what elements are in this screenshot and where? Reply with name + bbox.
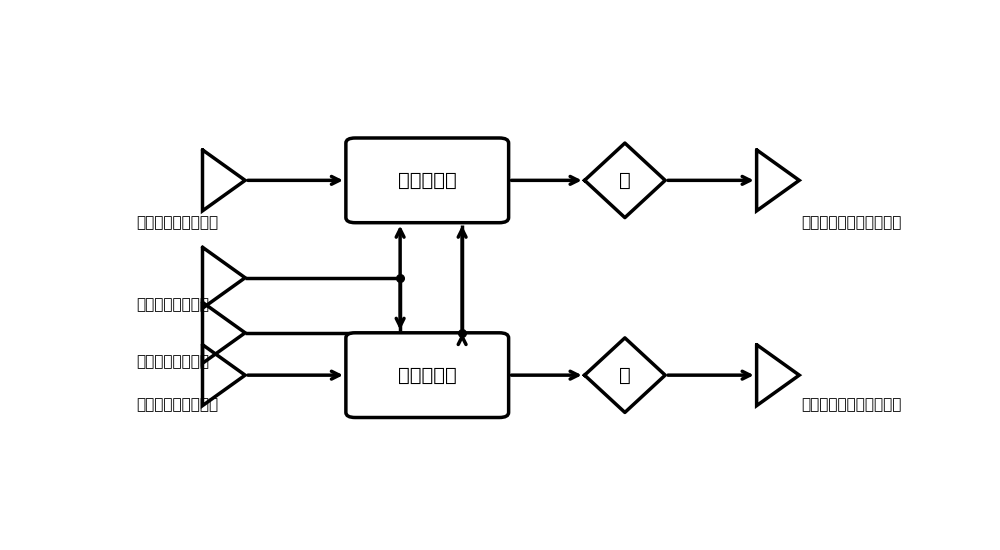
Text: 转速传感器上限值: 转速传感器上限值 <box>137 297 210 312</box>
Text: 第二转速传感器状态信号: 第二转速传感器状态信号 <box>801 397 901 412</box>
Text: 非: 非 <box>619 171 631 190</box>
Text: 阀値判别块: 阀値判别块 <box>398 171 457 190</box>
Text: 第二转速传感器信号: 第二转速传感器信号 <box>137 397 219 412</box>
Text: 第一转速传感器信号: 第一转速传感器信号 <box>137 215 219 230</box>
FancyBboxPatch shape <box>346 333 509 417</box>
Text: 非: 非 <box>619 366 631 384</box>
FancyBboxPatch shape <box>346 138 509 223</box>
Text: 转速传感器下限值: 转速传感器下限值 <box>137 354 210 369</box>
Text: 第一转速传感器状态信号: 第一转速传感器状态信号 <box>801 215 901 230</box>
Text: 阀値判别块: 阀値判别块 <box>398 366 457 384</box>
